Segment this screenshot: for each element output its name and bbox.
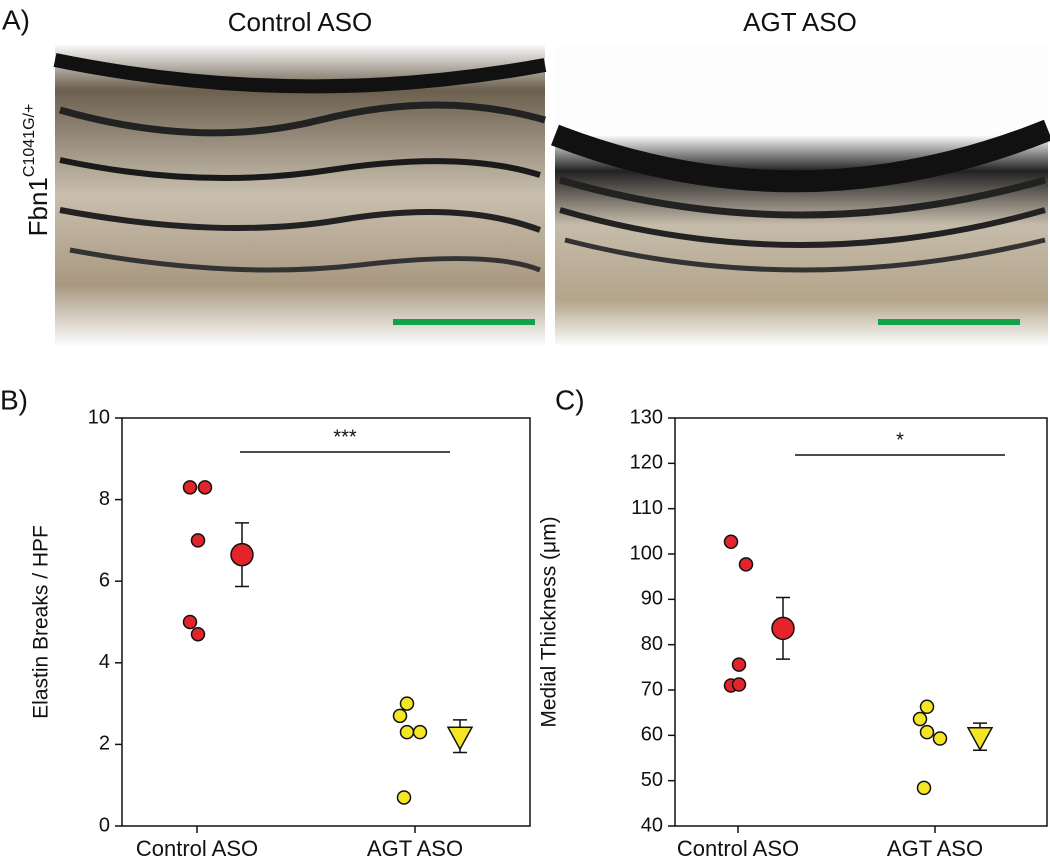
panel-label: C) <box>555 384 585 415</box>
y-tick-label: 10 <box>88 406 110 428</box>
y-tick-label: 40 <box>641 814 663 836</box>
data-point <box>190 626 206 642</box>
y-tick-label: 100 <box>630 542 663 564</box>
y-tick-label: 60 <box>641 724 663 746</box>
y-tick-label: 8 <box>99 488 110 510</box>
plot-frame <box>121 417 531 827</box>
data-point <box>190 533 206 548</box>
data-point <box>182 480 198 495</box>
y-tick-label: 50 <box>641 769 663 791</box>
y-tick-label: 2 <box>99 733 110 755</box>
y-tick-label: 6 <box>99 569 110 591</box>
y-tick-label: 4 <box>99 651 110 673</box>
row-label-main: Fbn1 <box>23 177 53 236</box>
data-point <box>396 790 412 805</box>
data-point <box>731 657 747 672</box>
micrograph <box>551 45 1050 345</box>
significance-label: *** <box>333 426 357 448</box>
column-title: Control ASO <box>228 7 373 37</box>
panel-label: A) <box>2 4 30 35</box>
data-point <box>919 699 935 715</box>
x-tick-label: AGT ASO <box>887 836 983 861</box>
y-tick-label: 0 <box>99 814 110 836</box>
mean-marker <box>230 542 254 567</box>
y-tick-label: 80 <box>641 633 663 655</box>
y-tick-label: 130 <box>630 406 663 428</box>
y-tick-label: 120 <box>630 452 663 474</box>
panel-label: B) <box>0 384 28 415</box>
data-point <box>399 724 415 740</box>
y-tick-label: 90 <box>641 588 663 610</box>
y-axis-label: Elastin Breaks / HPF <box>30 525 53 719</box>
data-point <box>932 731 948 746</box>
data-point <box>738 557 754 572</box>
micrograph <box>53 45 547 345</box>
y-tick-label: 70 <box>641 678 663 700</box>
data-point <box>731 677 747 692</box>
data-point <box>392 708 408 724</box>
data-point <box>723 534 739 550</box>
row-label: Fbn1C1041G/+ <box>21 104 53 237</box>
data-point <box>912 711 928 727</box>
x-tick-label: AGT ASO <box>367 836 463 861</box>
y-axis-label: Medial Thickness (μm) <box>538 516 561 727</box>
mean-marker <box>446 726 474 751</box>
mean-marker <box>966 726 994 752</box>
data-point <box>197 480 213 495</box>
significance-label: * <box>896 429 904 451</box>
data-point <box>399 696 415 711</box>
data-point <box>412 724 428 740</box>
data-point <box>919 724 935 740</box>
x-tick-label: Control ASO <box>136 836 258 861</box>
y-tick-label: 110 <box>631 497 663 519</box>
mean-marker <box>771 616 795 641</box>
x-tick-label: Control ASO <box>677 836 799 861</box>
data-point <box>916 780 932 796</box>
data-point <box>182 614 198 630</box>
plot-frame <box>674 417 1048 827</box>
row-label-sup: C1041G/+ <box>21 104 38 177</box>
column-title: AGT ASO <box>743 7 857 37</box>
